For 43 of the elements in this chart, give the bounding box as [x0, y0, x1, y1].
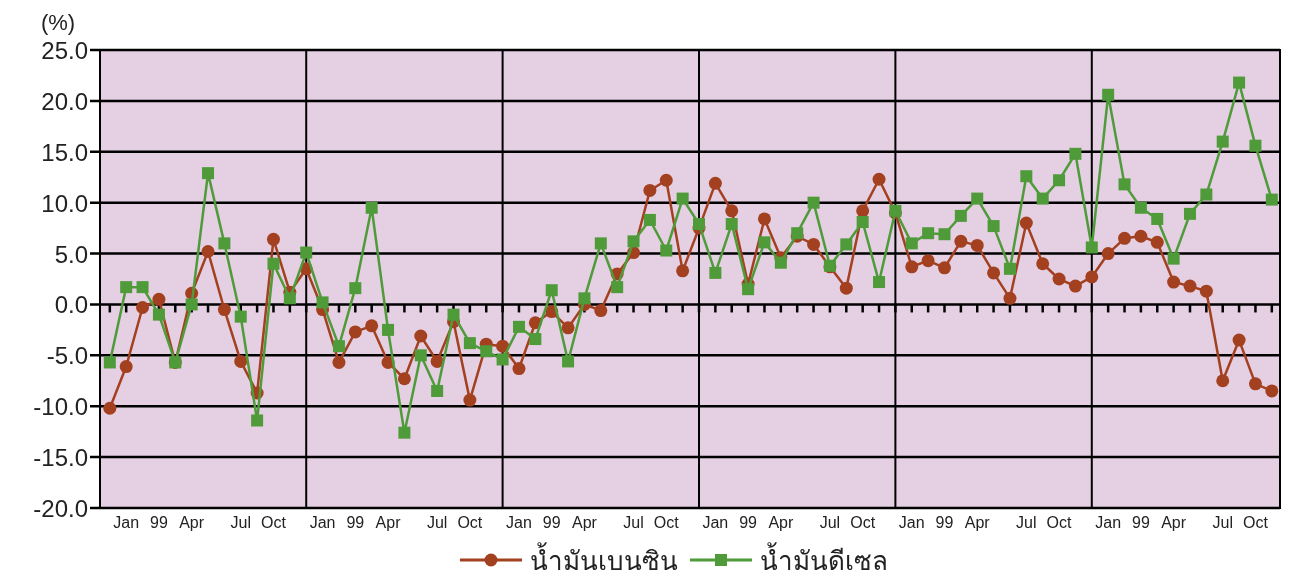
x-tick-label: 99 — [150, 514, 168, 531]
y-tick-label: 5.0 — [54, 240, 88, 268]
legend-label: น้ำมันดีเซล — [760, 542, 888, 576]
x-tick-label: Jul — [819, 514, 841, 531]
y-tick-label: 15.0 — [41, 138, 88, 166]
x-tick-label: 99 — [739, 514, 758, 531]
x-tick-label: Apr — [964, 514, 991, 531]
x-tick-label: 99 — [1131, 514, 1150, 531]
x-tick-label: Apr — [375, 514, 402, 531]
x-tick-label: Jan — [1095, 514, 1122, 531]
y-tick-label: 20.0 — [41, 87, 88, 115]
x-tick-label: 99 — [935, 514, 954, 531]
x-tick-label: 99 — [346, 514, 365, 531]
legend-label: น้ำมันเบนซิน — [530, 542, 678, 576]
x-tick-label: Jan — [702, 514, 729, 531]
y-tick-label: -10.0 — [33, 393, 88, 421]
x-tick-label: Apr — [179, 514, 205, 531]
x-tick-label: Jan — [309, 514, 336, 531]
x-tick-label: Oct — [457, 514, 483, 531]
x-tick-label: Apr — [768, 514, 794, 531]
x-tick-label: Oct — [261, 514, 287, 531]
x-tick-label: Jul — [1016, 514, 1037, 531]
y-tick-label: 0.0 — [54, 291, 88, 319]
y-tick-label: 25.0 — [41, 37, 88, 64]
x-tick-label: Jul — [1212, 514, 1233, 531]
x-tick-label: Jul — [623, 514, 644, 531]
x-tick-label: Oct — [653, 514, 680, 531]
x-tick-label: Jan — [506, 514, 532, 531]
x-tick-label: Oct — [1243, 514, 1269, 531]
y-tick-label: -5.0 — [46, 342, 88, 370]
y-tick-label: 10.0 — [41, 189, 88, 217]
x-tick-label: Jan — [898, 514, 925, 531]
x-tick-label: Apr — [1161, 514, 1187, 531]
x-tick-label: Jan — [113, 514, 140, 531]
x-tick-label: Jul — [426, 514, 448, 531]
x-tick-label: Oct — [1046, 514, 1073, 531]
x-tick-label: 99 — [542, 514, 561, 531]
y-tick-label: -20.0 — [33, 495, 88, 522]
x-tick-label: Oct — [850, 514, 876, 531]
y-axis-title: (%) — [40, 10, 76, 35]
x-tick-label: Apr — [571, 514, 598, 531]
x-tick-label: Jul — [230, 514, 251, 531]
y-tick-label: -15.0 — [33, 444, 88, 472]
